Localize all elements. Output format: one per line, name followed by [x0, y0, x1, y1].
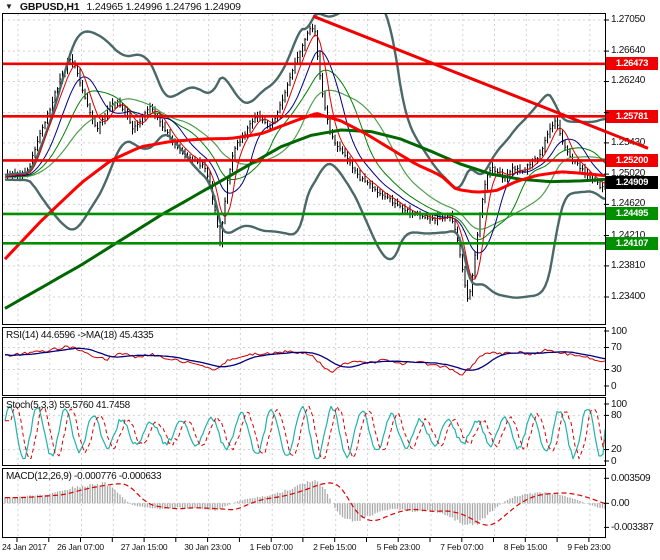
stochastic-scale-label: 80	[611, 409, 622, 421]
time-axis-label: 1 Feb 07:00	[249, 542, 293, 552]
rsi-pane: RSI(14) 44.6596 ->MA(18) 45.4335	[2, 327, 606, 396]
price-axis-label: 1.26240	[611, 75, 646, 87]
ohlc-values: 1.24965 1.24996 1.24796 1.24909	[86, 1, 241, 13]
price-axis-label: 1.24620	[611, 198, 646, 210]
stochastic-pane: Stoch(5,3,3) 55.5760 41.7458	[2, 397, 606, 466]
time-axis-label: 8 Feb 15:00	[503, 542, 547, 552]
time-axis-label: 2 Feb 15:00	[313, 542, 357, 552]
macd-scale-label: 0.00	[611, 497, 630, 509]
main-price-pane	[2, 13, 606, 325]
symbol-label: GBPUSD,H1	[19, 1, 80, 13]
time-axis-label: 7 Feb 07:00	[440, 542, 484, 552]
price-axis-label: 1.24210	[611, 229, 646, 241]
main-chart-canvas[interactable]	[3, 14, 605, 324]
support-price-badge: 1.24495	[606, 207, 658, 221]
price-axis-label: 1.23810	[611, 259, 646, 271]
stochastic-canvas[interactable]	[3, 398, 605, 465]
current-price-badge: 1.24909	[606, 175, 658, 189]
resistance-price-badge: 1.25781	[606, 109, 658, 123]
macd-scale-label: -0.003387	[611, 521, 654, 533]
macd-pane: MACD(12,26,9) -0.000776 -0.000633	[2, 468, 606, 538]
time-axis-label: 30 Jan 23:00	[184, 542, 232, 552]
chart-title: ▼ GBPUSD,H1 1.24965 1.24996 1.24796 1.24…	[5, 1, 241, 13]
stochastic-label: Stoch(5,3,3) 55.5760 41.7458	[6, 400, 130, 411]
time-axis-label: 27 Jan 15:00	[120, 542, 168, 552]
stochastic-scale-label: 20	[611, 444, 622, 456]
rsi-scale-label: 0	[611, 380, 617, 392]
stochastic-scale-label: 0	[611, 455, 617, 467]
time-axis-label: 26 Jan 07:00	[57, 542, 104, 552]
price-axis-label: 1.25020	[611, 168, 646, 180]
price-axis-label: 1.23400	[611, 290, 646, 302]
price-axis-label: 1.27050	[611, 14, 646, 25]
time-axis[interactable]: 24 Jan 2017 26 Jan 07:00 27 Jan 15:00 30 Ja…	[0, 538, 660, 560]
macd-label: MACD(12,26,9) -0.000776 -0.000633	[6, 471, 162, 482]
macd-scale-label: 0.003509	[611, 472, 651, 484]
rsi-scale-label: 30	[611, 364, 622, 375]
time-axis-label: 24 Jan 2017	[2, 542, 47, 552]
time-axis-label: 5 Feb 23:00	[376, 542, 420, 552]
resistance-price-badge: 1.25200	[606, 153, 658, 167]
time-axis-label: 9 Feb 23:00	[567, 542, 611, 552]
macd-canvas[interactable]	[3, 469, 605, 537]
rsi-canvas[interactable]	[3, 328, 605, 395]
symbol-dropdown-icon[interactable]: ▼	[5, 2, 13, 11]
resistance-price-badge: 1.26473	[606, 57, 658, 71]
rsi-label: RSI(14) 44.6596 ->MA(18) 45.4335	[6, 330, 154, 341]
rsi-scale-label: 100	[611, 325, 627, 337]
price-axis-label: 1.26640	[611, 45, 646, 57]
price-axis-label: 1.25430	[611, 136, 646, 148]
rsi-scale-label: 70	[611, 342, 622, 353]
support-price-badge: 1.24107	[606, 236, 658, 250]
stochastic-scale-label: 100	[611, 398, 627, 410]
